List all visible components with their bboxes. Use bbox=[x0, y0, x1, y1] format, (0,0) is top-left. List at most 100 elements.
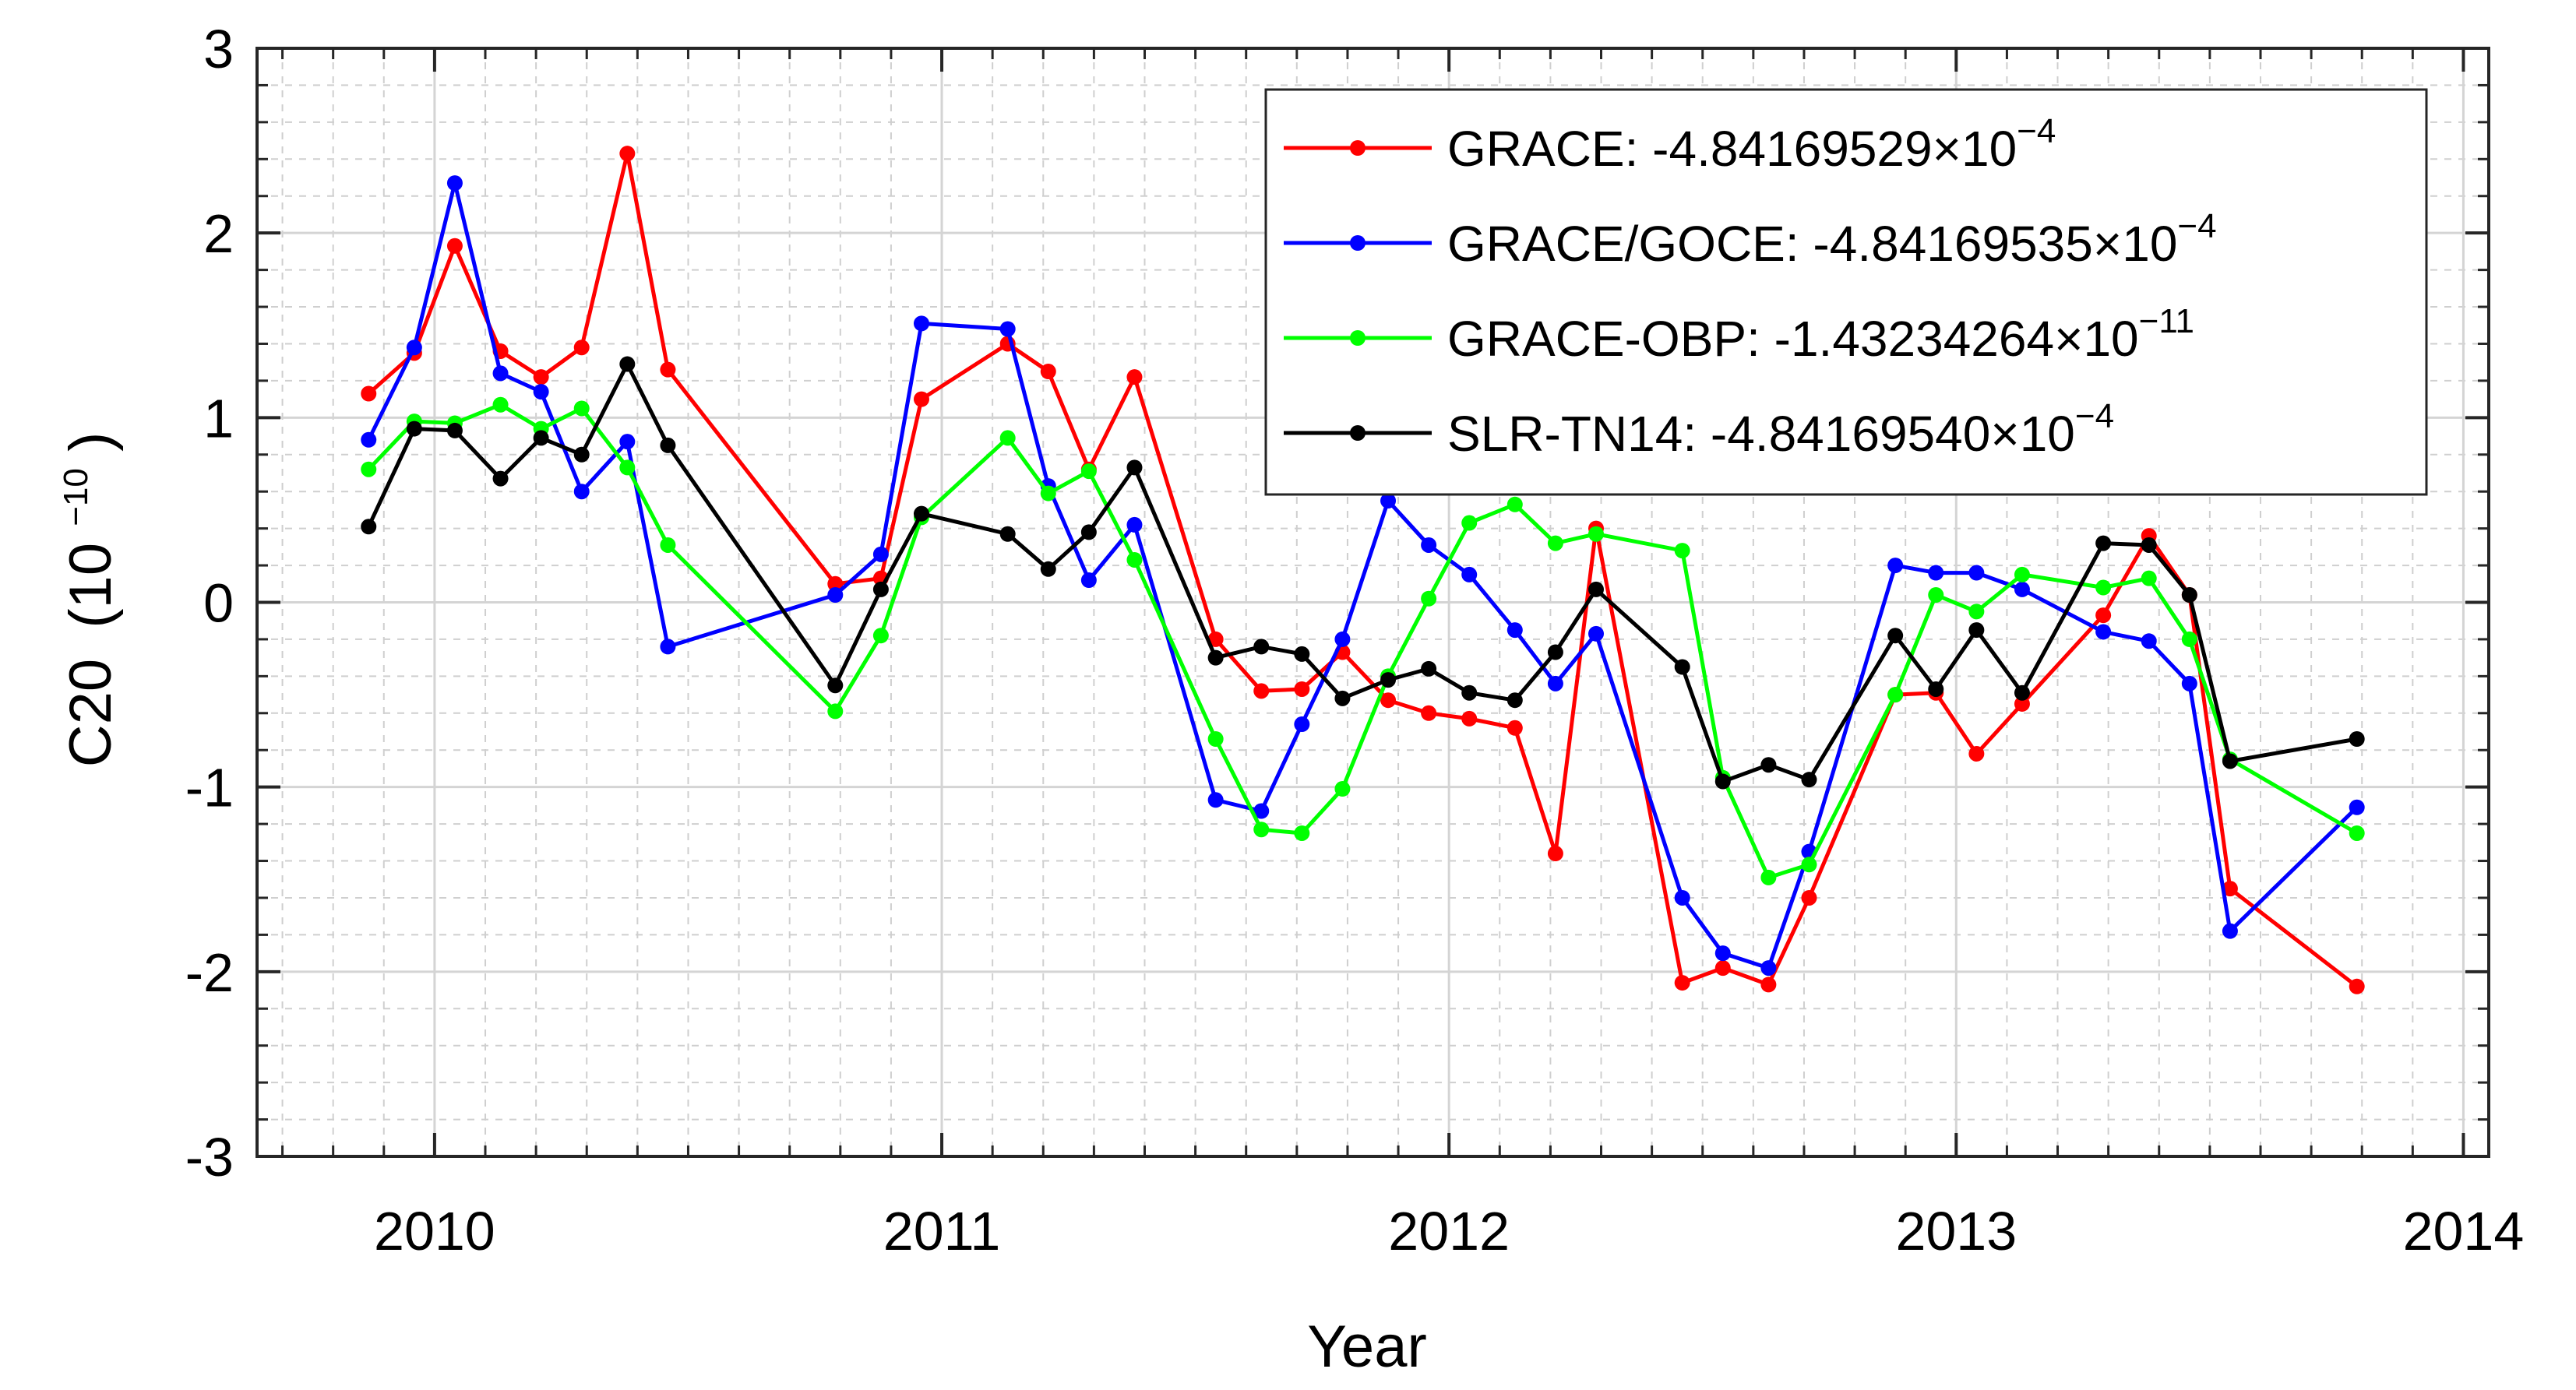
data-point bbox=[1968, 565, 1985, 581]
data-point bbox=[1714, 960, 1731, 977]
data-point bbox=[619, 356, 636, 372]
axis-ticks bbox=[257, 47, 2489, 1158]
data-point bbox=[1506, 720, 1523, 736]
data-point bbox=[1506, 496, 1523, 512]
series-layer bbox=[361, 146, 2365, 994]
legend-label-value: GRACE: -4.84169529×10 bbox=[1447, 121, 2017, 177]
data-point bbox=[361, 431, 377, 448]
y-tick-label: -2 bbox=[185, 942, 234, 1003]
x-tick-label: 2014 bbox=[2403, 1201, 2525, 1262]
data-point bbox=[573, 400, 590, 417]
data-point bbox=[1253, 683, 1270, 699]
data-point bbox=[1461, 566, 1478, 582]
data-point bbox=[827, 677, 844, 694]
data-point bbox=[2014, 684, 2030, 701]
data-point bbox=[2014, 566, 2030, 582]
legend-box bbox=[1264, 88, 2428, 496]
legend-label: GRACE/GOCE: -4.84169535×10−4 bbox=[1447, 207, 2217, 272]
data-point bbox=[361, 519, 377, 535]
data-point bbox=[1461, 684, 1478, 701]
data-point bbox=[533, 384, 549, 400]
data-point bbox=[999, 321, 1016, 337]
data-point bbox=[872, 628, 889, 644]
data-point bbox=[361, 461, 377, 477]
data-point bbox=[1334, 781, 1351, 797]
y-tick-label: -1 bbox=[185, 758, 234, 818]
data-point bbox=[1674, 543, 1690, 559]
data-point bbox=[872, 581, 889, 597]
data-point bbox=[1887, 558, 1904, 574]
data-point bbox=[1887, 687, 1904, 703]
data-point bbox=[2095, 607, 2112, 624]
data-point bbox=[1080, 572, 1097, 589]
data-point bbox=[1126, 459, 1143, 476]
data-point bbox=[1928, 681, 1944, 697]
data-point bbox=[361, 385, 377, 402]
data-point bbox=[533, 369, 549, 385]
y-tick-label: 3 bbox=[203, 19, 234, 79]
data-point bbox=[999, 526, 1016, 542]
x-tick-label: 2013 bbox=[1895, 1201, 2017, 1262]
data-point bbox=[2349, 731, 2365, 748]
legend-label: GRACE: -4.84169529×10−4 bbox=[1447, 112, 2056, 177]
data-point bbox=[1588, 625, 1604, 642]
data-point bbox=[1760, 977, 1777, 993]
data-point bbox=[1207, 631, 1224, 647]
data-point bbox=[1207, 792, 1224, 808]
data-point bbox=[827, 703, 844, 720]
data-point bbox=[1253, 822, 1270, 838]
y-axis-label-unit-exponent: −10 bbox=[57, 468, 95, 526]
x-tick-label: 2011 bbox=[883, 1201, 1001, 1262]
data-point bbox=[2014, 695, 2030, 712]
data-point bbox=[2222, 753, 2238, 769]
data-point bbox=[660, 537, 676, 553]
data-point bbox=[573, 484, 590, 500]
legend-item: GRACE-OBP: -1.43234264×10−11 bbox=[1284, 302, 2194, 367]
data-point bbox=[1547, 644, 1563, 660]
legend-swatch-marker bbox=[1350, 330, 1366, 346]
series-line bbox=[366, 362, 2358, 784]
data-point bbox=[1461, 710, 1478, 727]
data-point bbox=[827, 587, 844, 604]
y-tick-label: 1 bbox=[203, 388, 234, 449]
data-point bbox=[1080, 463, 1097, 480]
data-point bbox=[1040, 364, 1056, 380]
y-axis-label-unit-close: ) bbox=[58, 432, 124, 452]
data-point bbox=[2141, 537, 2157, 553]
data-point bbox=[619, 459, 636, 476]
data-point bbox=[1547, 846, 1563, 862]
data-point bbox=[1380, 672, 1397, 688]
data-point bbox=[2095, 535, 2112, 551]
data-point bbox=[1928, 587, 1944, 604]
data-point bbox=[1968, 604, 1985, 620]
data-point bbox=[2222, 923, 2238, 939]
data-point bbox=[1294, 716, 1310, 733]
y-tick-labels: 3 2 1 0 -1 -2 -3 bbox=[185, 19, 234, 1188]
data-point bbox=[827, 575, 844, 592]
legend-label: SLR-TN14: -4.84169540×10−4 bbox=[1447, 397, 2114, 462]
x-tick-label: 2010 bbox=[374, 1201, 495, 1262]
data-point bbox=[619, 146, 636, 162]
data-point bbox=[492, 396, 509, 413]
data-point bbox=[913, 315, 929, 332]
svg-text:C20 (10 −10: C20 (10 −10 ) bbox=[34, 432, 124, 768]
data-point bbox=[872, 546, 889, 562]
legend-swatch-marker bbox=[1350, 140, 1366, 156]
data-point bbox=[1588, 526, 1604, 542]
legend-swatch-marker bbox=[1350, 425, 1366, 441]
data-point bbox=[1126, 369, 1143, 385]
data-point bbox=[1294, 646, 1310, 662]
data-point bbox=[1801, 889, 1817, 906]
data-point bbox=[2181, 587, 2197, 604]
data-point bbox=[1968, 622, 1985, 639]
data-point bbox=[660, 639, 676, 655]
data-point bbox=[1080, 524, 1097, 540]
data-point bbox=[1334, 631, 1351, 647]
data-point bbox=[2349, 799, 2365, 815]
legend-label-value: GRACE/GOCE: -4.84169535×10 bbox=[1447, 216, 2177, 272]
data-point bbox=[2141, 570, 2157, 586]
series-slr-tn14 bbox=[361, 356, 2365, 790]
data-point bbox=[913, 391, 929, 407]
legend-item: GRACE/GOCE: -4.84169535×10−4 bbox=[1284, 207, 2217, 272]
data-point bbox=[406, 421, 422, 437]
